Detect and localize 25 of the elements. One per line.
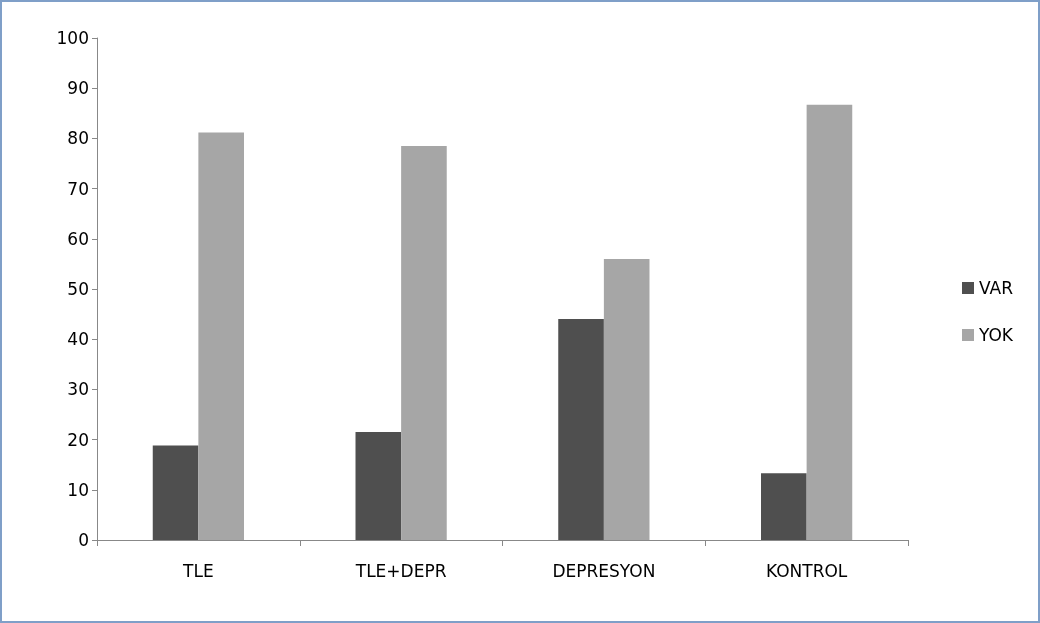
bar xyxy=(355,432,402,540)
y-tick-label: 100 xyxy=(56,28,89,48)
bar xyxy=(806,104,853,540)
y-tick-label: 40 xyxy=(67,329,89,350)
bar xyxy=(401,145,447,540)
y-tick-label: 60 xyxy=(67,228,89,249)
y-tick-label: 80 xyxy=(67,128,89,149)
bar xyxy=(603,258,650,540)
y-tick-label: 0 xyxy=(78,530,89,550)
legend-label: YOK xyxy=(978,325,1014,345)
y-tick-label: 20 xyxy=(67,429,89,450)
bar xyxy=(198,132,244,540)
y-tick-label: 90 xyxy=(67,78,89,99)
x-tick-label: TLE+DEPR xyxy=(354,560,447,581)
x-tick-label: KONTROL xyxy=(765,560,848,581)
bar xyxy=(152,445,199,540)
y-tick-label: 50 xyxy=(67,279,89,299)
x-tick-label: TLE xyxy=(182,560,214,581)
y-tick-label: 70 xyxy=(67,178,89,199)
x-tick-label: DEPRESYON xyxy=(552,560,656,581)
legend-label: VAR xyxy=(979,278,1014,298)
bar xyxy=(558,319,604,540)
bar xyxy=(761,473,807,540)
y-tick-label: 30 xyxy=(67,379,89,400)
y-tick-label: 10 xyxy=(67,479,89,500)
